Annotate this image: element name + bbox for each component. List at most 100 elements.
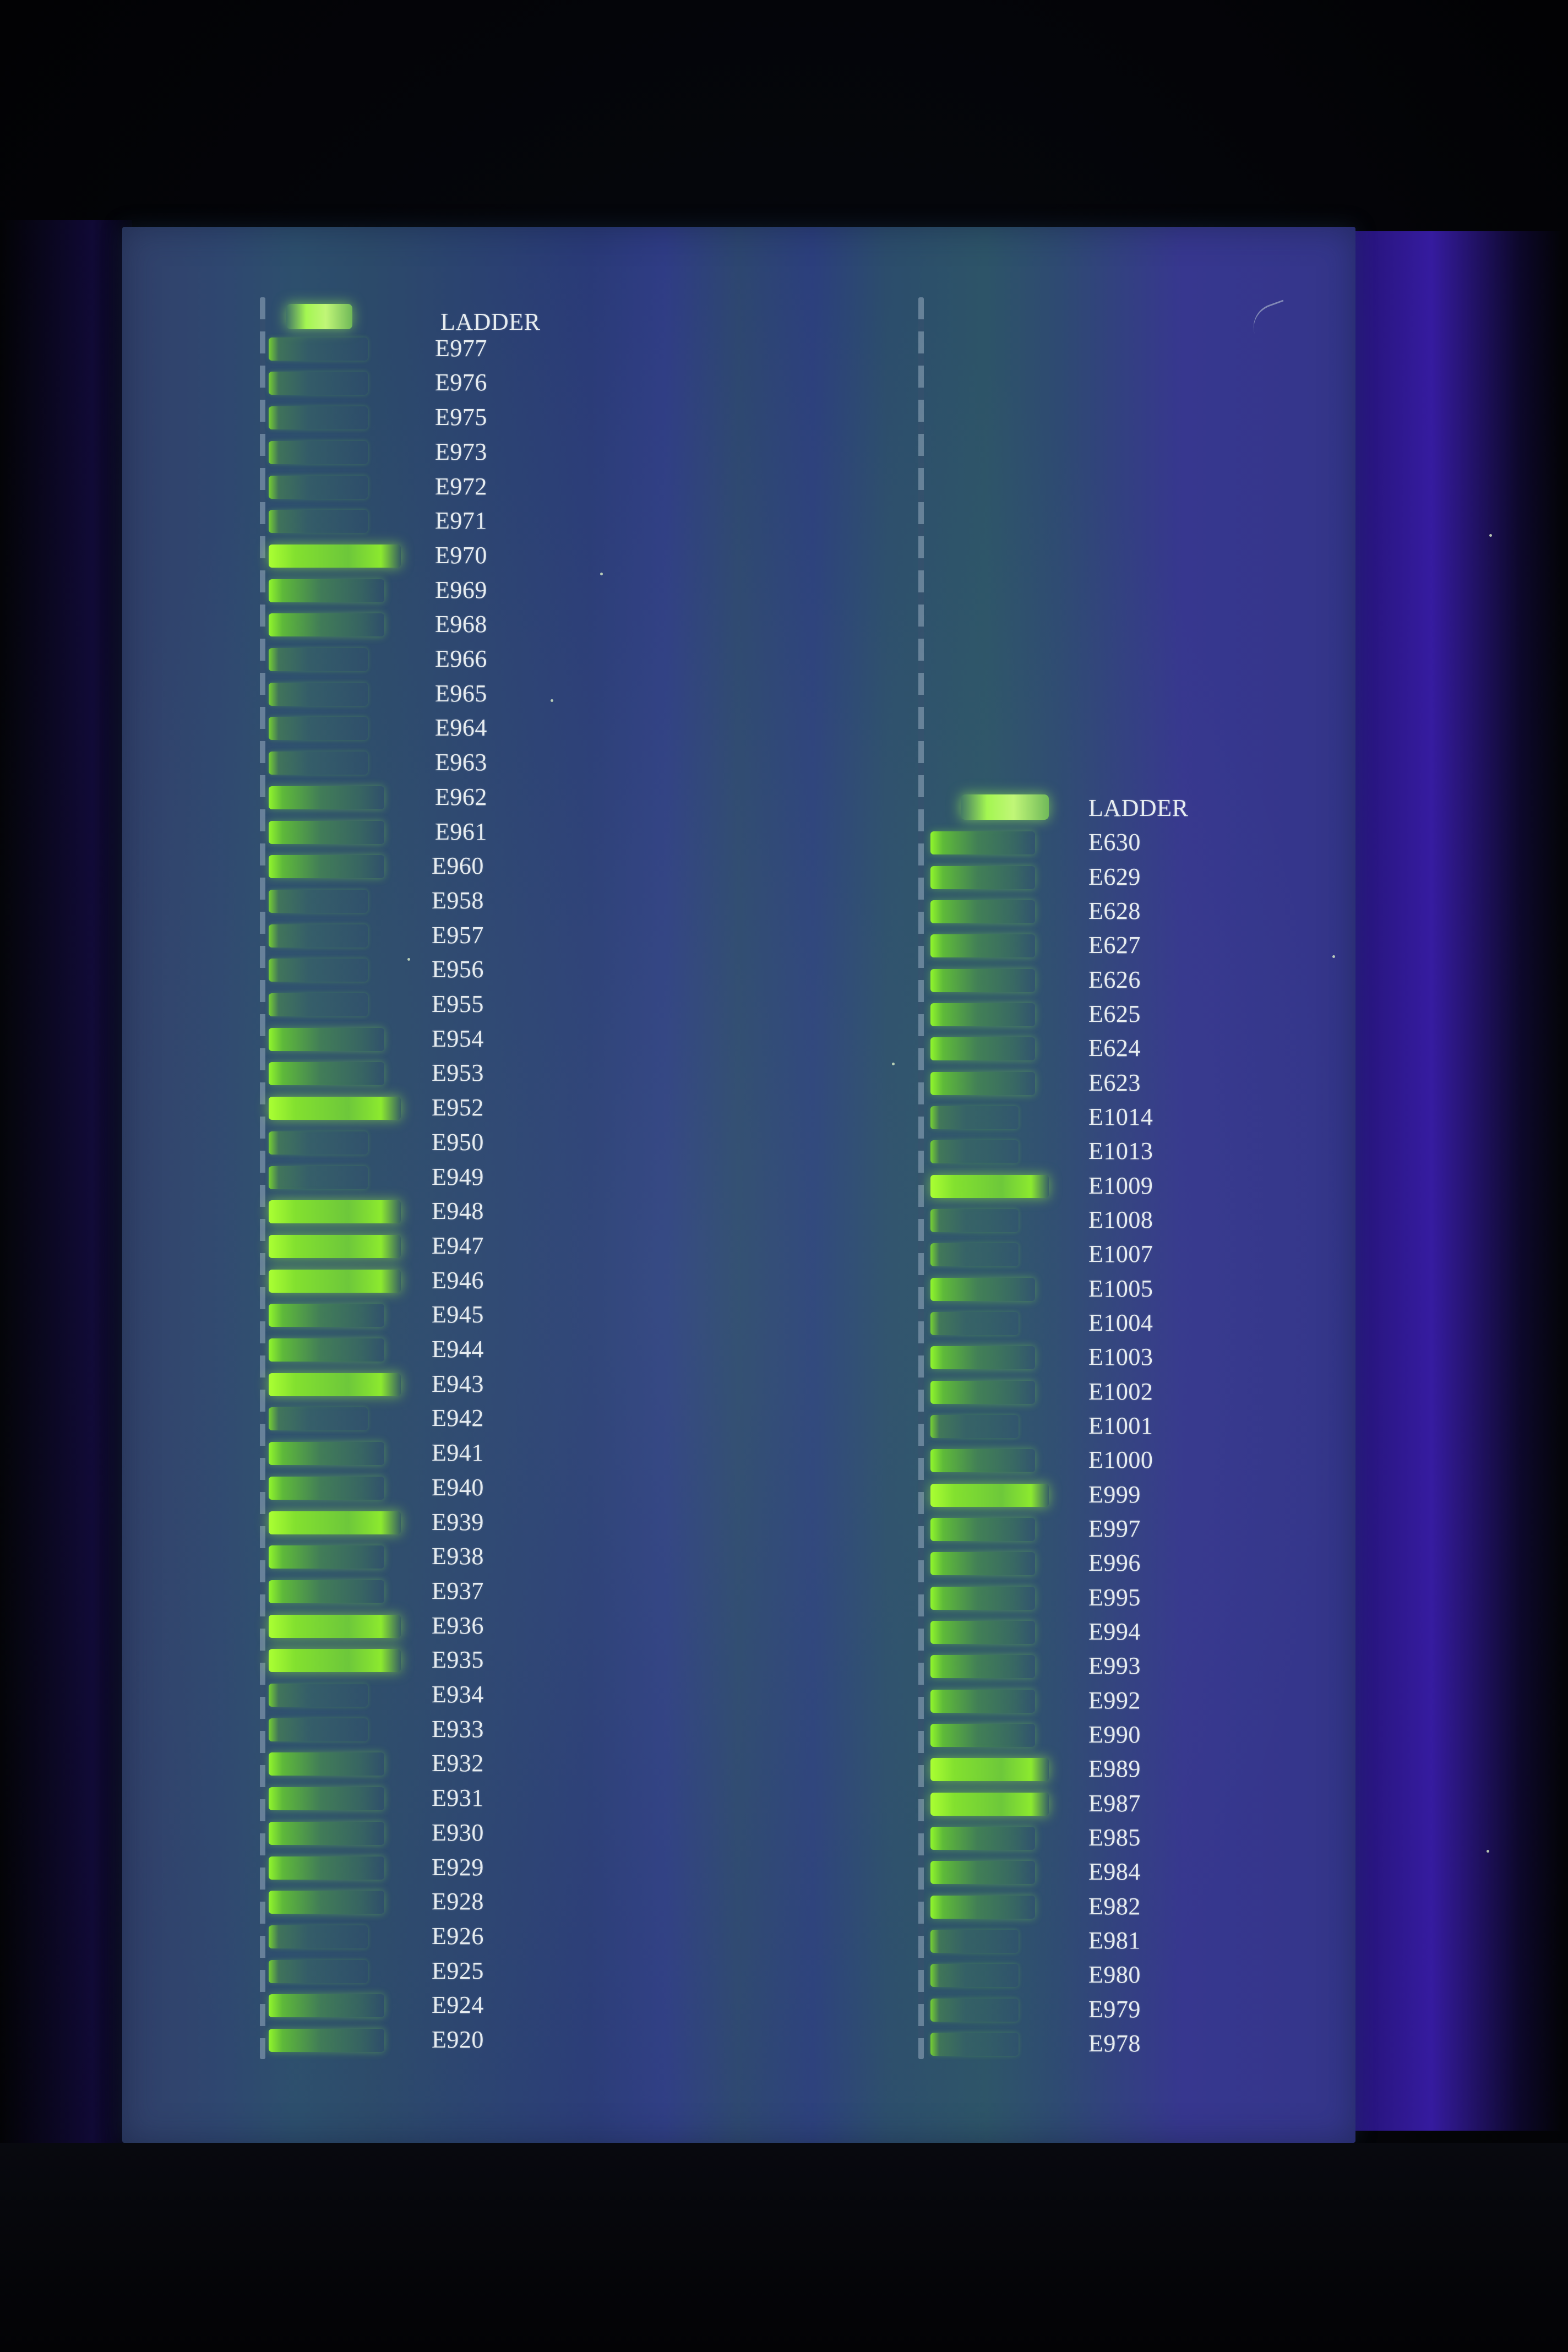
- gel-band: [930, 1861, 1035, 1885]
- lane-label: E1001: [1088, 1412, 1153, 1439]
- gel-band: [269, 2029, 384, 2052]
- gel-band: [269, 1373, 401, 1396]
- lane-label: LADDER: [440, 308, 541, 335]
- lane-label: E979: [1088, 1995, 1141, 2023]
- lane-label: E925: [432, 1957, 484, 1984]
- gel-band: [269, 1649, 401, 1673]
- gel-band: [269, 1062, 384, 1086]
- lane-label: E924: [432, 1991, 484, 2019]
- lane-label: E953: [432, 1059, 484, 1087]
- gel-band: [269, 1925, 368, 1948]
- gel-band: [269, 648, 368, 671]
- lane-label: E945: [432, 1301, 484, 1329]
- gel-band: [269, 440, 368, 464]
- lane-label: E1008: [1088, 1206, 1153, 1233]
- lane-label: E936: [432, 1611, 484, 1639]
- gel-band: [269, 1545, 384, 1569]
- lane-label: E1005: [1088, 1275, 1153, 1302]
- gel-band: [269, 406, 368, 430]
- gel-band: [930, 1930, 1019, 1953]
- gel-band: [930, 1621, 1035, 1644]
- lane-label: E987: [1088, 1789, 1141, 1817]
- lane-label: E928: [432, 1888, 484, 1915]
- lane-label: E625: [1088, 1000, 1141, 1027]
- gel-band: [269, 820, 384, 844]
- gel-band: [269, 1476, 384, 1500]
- gel-band: [269, 1166, 368, 1189]
- well-line-right: [918, 297, 924, 2059]
- gel-band: [930, 1895, 1035, 1919]
- lane-label: E990: [1088, 1721, 1141, 1748]
- lane-label: E985: [1088, 1824, 1141, 1851]
- gel-band: [930, 1724, 1035, 1747]
- gel-band: [269, 959, 368, 982]
- lane-label: E929: [432, 1853, 484, 1881]
- lane-label: E982: [1088, 1892, 1141, 1920]
- gel-band: [930, 1312, 1019, 1335]
- lane-label: E948: [432, 1197, 484, 1225]
- lane-label: E978: [1088, 2030, 1141, 2057]
- ladder-band-left: [286, 304, 352, 329]
- lane-label: E1007: [1088, 1240, 1153, 1268]
- lane-label: E968: [435, 611, 487, 638]
- gel-band: [269, 682, 368, 706]
- gel-band: [930, 1037, 1035, 1061]
- gel-band: [269, 1891, 384, 1914]
- gel-band: [269, 1787, 384, 1811]
- gel-band: [930, 1380, 1035, 1404]
- lane-label: E920: [432, 2026, 484, 2053]
- gel-band: [269, 1131, 368, 1155]
- tray-shadow: [0, 2143, 1568, 2352]
- lane-label: E973: [435, 438, 487, 465]
- gel-band: [930, 1071, 1035, 1095]
- gel-band: [930, 1758, 1049, 1782]
- lane-label: E942: [432, 1404, 484, 1432]
- lane-label: E964: [435, 714, 487, 742]
- gel-band: [269, 475, 368, 499]
- gel-band: [930, 1552, 1035, 1576]
- gel-band: [269, 1718, 368, 1741]
- gel-band: [269, 1614, 401, 1638]
- lane-label: E969: [435, 576, 487, 603]
- gel-band: [930, 2033, 1019, 2056]
- lane-label: E995: [1088, 1583, 1141, 1611]
- gel-band: [269, 786, 384, 809]
- lane-label: E958: [432, 886, 484, 914]
- lane-label: E975: [435, 404, 487, 431]
- lane-label: E955: [432, 990, 484, 1017]
- gel-band: [930, 1003, 1035, 1026]
- gel-band: [269, 717, 368, 741]
- lane-label: E623: [1088, 1069, 1141, 1096]
- gel-band: [930, 1346, 1035, 1370]
- gel-band: [269, 1027, 384, 1051]
- lane-label: E989: [1088, 1755, 1141, 1783]
- gel-band: [269, 752, 368, 775]
- gel-band: [930, 1827, 1035, 1850]
- gel-band: [269, 1821, 384, 1845]
- lane-label: E956: [432, 956, 484, 983]
- gel-band: [930, 831, 1035, 855]
- lane-label: E993: [1088, 1652, 1141, 1680]
- lane-label: LADDER: [1088, 794, 1189, 821]
- gel-band: [930, 1655, 1035, 1679]
- lane-label: E999: [1088, 1480, 1141, 1508]
- lane-label: E943: [432, 1370, 484, 1397]
- gel-band: [930, 865, 1035, 889]
- lane-label: E941: [432, 1439, 484, 1467]
- lane-label: E1009: [1088, 1172, 1153, 1199]
- gel-band: [930, 1998, 1019, 2022]
- dust-speck: [600, 573, 603, 575]
- gel-band: [269, 1338, 384, 1362]
- lane-label: E947: [432, 1232, 484, 1259]
- gel-band: [269, 613, 384, 637]
- lane-label: E630: [1088, 829, 1141, 856]
- lane-label: E996: [1088, 1549, 1141, 1577]
- gel-band: [930, 1277, 1035, 1301]
- gel-band: [930, 1174, 1049, 1198]
- gel-band: [269, 1856, 384, 1880]
- lane-label: E926: [432, 1922, 484, 1950]
- gel-band: [269, 1442, 384, 1466]
- lane-label: E1002: [1088, 1378, 1153, 1405]
- well-line-left: [260, 297, 265, 2059]
